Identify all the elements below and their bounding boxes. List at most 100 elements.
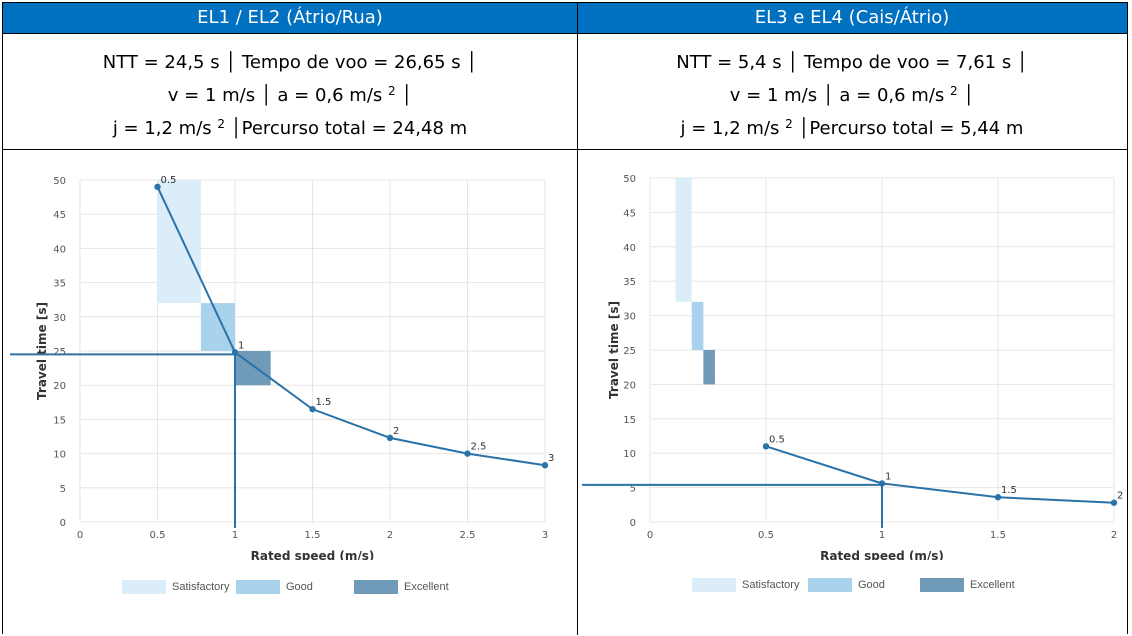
legend-good-label: Good xyxy=(286,580,313,593)
point-label: 2 xyxy=(393,426,399,437)
data-point xyxy=(231,349,239,356)
y-tick-label: 50 xyxy=(53,176,66,187)
point-label: 0.5 xyxy=(769,434,785,445)
legend-satisfactory: Satisfactory xyxy=(122,580,229,594)
data-point xyxy=(762,443,770,450)
zone-good xyxy=(691,301,704,350)
point-label: 3 xyxy=(548,453,554,464)
x-tick-label: 2.5 xyxy=(460,530,476,541)
y-tick-label: 50 xyxy=(623,174,636,185)
y-tick-label: 30 xyxy=(623,312,636,323)
data-point xyxy=(1110,499,1118,506)
series-line xyxy=(156,186,546,467)
y-axis-label: Travel time [s] xyxy=(35,302,49,400)
left-line3-end: │Percurso total = 24,48 m xyxy=(225,118,468,139)
data-point xyxy=(386,434,394,442)
row-divider xyxy=(3,149,1127,150)
y-tick-label: 0 xyxy=(60,518,66,529)
legend-good: Good xyxy=(808,578,885,592)
right-line2-end: │ xyxy=(957,85,975,106)
y-tick-label: 15 xyxy=(53,415,66,426)
left-line2-superscript: 2 xyxy=(388,84,396,98)
zone-satisfactory xyxy=(675,178,692,302)
left-line3-superscript: 2 xyxy=(217,117,226,131)
x-tick-label: 1 xyxy=(879,530,885,541)
column-divider xyxy=(577,3,578,635)
legend-excellent: Excellent xyxy=(354,580,449,594)
left-column-header: EL1 / EL2 (Átrio/Rua) xyxy=(3,3,577,33)
legend-right: Satisfactory Good Excellent xyxy=(692,578,1092,598)
y-tick-label: 40 xyxy=(623,243,636,254)
x-tick-label: 3 xyxy=(542,530,548,541)
left-line3-text: j = 1,2 m/s xyxy=(112,118,212,139)
y-tick-label: 25 xyxy=(53,347,66,358)
x-axis-label: Rated speed (m/s) xyxy=(820,549,944,560)
y-tick-label: 10 xyxy=(623,449,636,460)
good-swatch xyxy=(236,580,280,594)
y-tick-label: 20 xyxy=(623,380,636,391)
y-tick-label: 0 xyxy=(630,518,636,529)
point-label: 2.5 xyxy=(471,442,487,453)
y-tick-label: 20 xyxy=(53,381,66,392)
zone-excellent xyxy=(703,350,715,385)
y-tick-label: 35 xyxy=(53,279,66,290)
y-tick-label: 5 xyxy=(630,484,636,495)
travel-time-chart-right: 0 5 10 15 20 25 30 35 40 45 50 0 0.5 1 1.5 2 Rated speed… xyxy=(582,174,1123,560)
x-tick-label: 0.5 xyxy=(758,530,774,541)
legend-satisfactory-label: Satisfactory xyxy=(742,578,800,591)
legend-excellent: Excellent xyxy=(920,578,1015,592)
x-tick-label: 2 xyxy=(387,530,393,541)
legend-good: Good xyxy=(236,580,313,594)
y-tick-label: 45 xyxy=(53,210,66,221)
x-tick-label: 0.5 xyxy=(150,530,166,541)
y-tick-label: 10 xyxy=(53,450,66,461)
data-point xyxy=(154,183,161,191)
right-line3-text: j = 1,2 m/s xyxy=(680,118,780,139)
x-axis-label: Rated speed (m/s) xyxy=(251,549,375,560)
y-axis-label: Travel time [s] xyxy=(607,301,621,399)
data-point xyxy=(464,450,471,457)
right-line2-superscript: 2 xyxy=(950,84,958,98)
legend-good-label: Good xyxy=(858,578,885,591)
y-tick-label: 5 xyxy=(60,484,66,495)
x-tick-label: 0 xyxy=(77,530,83,541)
legend-excellent-label: Excellent xyxy=(970,578,1015,591)
legend-satisfactory: Satisfactory xyxy=(692,578,799,592)
point-label: 0.5 xyxy=(161,175,177,186)
point-label: 1 xyxy=(885,471,891,482)
data-point xyxy=(309,405,316,413)
point-label: 1.5 xyxy=(1001,485,1017,496)
data-point xyxy=(878,480,886,487)
legend-satisfactory-label: Satisfactory xyxy=(172,580,230,593)
point-label: 1.5 xyxy=(316,397,332,408)
legend-excellent-label: Excellent xyxy=(404,580,449,593)
satisfactory-swatch xyxy=(122,580,166,594)
x-tick-label: 2 xyxy=(1111,530,1117,541)
point-label: 2 xyxy=(1117,491,1123,502)
right-param-line-3: j = 1,2 m/s 2 │Percurso total = 5,44 m xyxy=(577,110,1127,143)
y-tick-label: 40 xyxy=(53,244,66,255)
right-param-line-2: v = 1 m/s │ a = 0,6 m/s 2 │ xyxy=(577,77,1127,110)
row-divider xyxy=(3,33,1127,34)
right-line3-superscript: 2 xyxy=(785,117,793,131)
right-line3-end: │Percurso total = 5,44 m xyxy=(792,118,1024,139)
legend-left: Satisfactory Good Excellent xyxy=(122,580,522,600)
satisfactory-swatch xyxy=(692,578,736,592)
x-tick-label: 0 xyxy=(647,530,653,541)
right-column-header: EL3 e EL4 (Cais/Átrio) xyxy=(577,3,1127,33)
data-point xyxy=(994,494,1002,501)
left-line2-end: │ xyxy=(395,85,413,106)
x-tick-label: 1.5 xyxy=(990,530,1006,541)
left-line2-text: v = 1 m/s │ a = 0,6 m/s xyxy=(167,85,383,106)
left-parameters: NTT = 24,5 s │ Tempo de voo = 26,65 s │ … xyxy=(3,33,577,149)
excellent-swatch xyxy=(354,580,398,594)
left-param-line-2: v = 1 m/s │ a = 0,6 m/s 2 │ xyxy=(3,77,577,110)
y-tick-label: 45 xyxy=(623,208,636,219)
y-tick-label: 15 xyxy=(623,415,636,426)
right-line2-text: v = 1 m/s │ a = 0,6 m/s xyxy=(729,85,945,106)
left-param-line-3: j = 1,2 m/s 2 │Percurso total = 24,48 m xyxy=(3,110,577,143)
point-label: 1 xyxy=(238,340,244,351)
x-tick-label: 1.5 xyxy=(305,530,321,541)
y-tick-label: 25 xyxy=(623,346,636,357)
